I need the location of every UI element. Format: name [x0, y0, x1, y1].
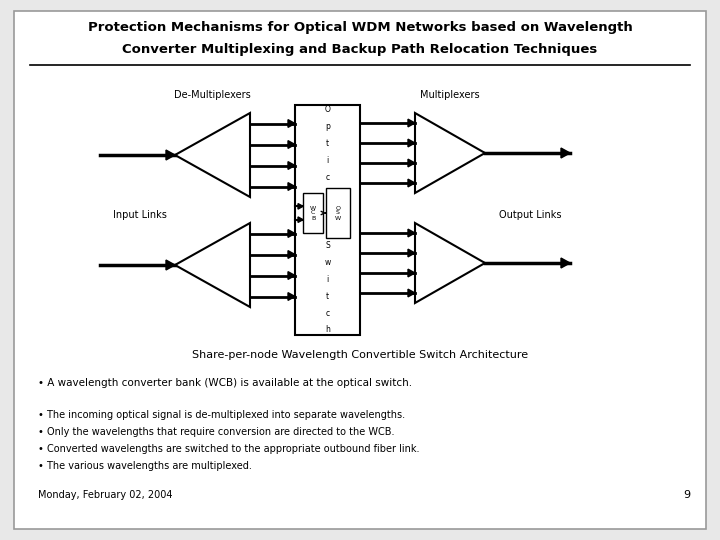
Text: l: l: [326, 207, 328, 216]
Text: O: O: [325, 105, 330, 114]
Text: • Converted wavelengths are switched to the appropriate outbound fiber link.: • Converted wavelengths are switched to …: [38, 444, 420, 454]
Text: Multiplexers: Multiplexers: [420, 90, 480, 100]
Bar: [303, 193, 323, 233]
Text: • The incoming optical signal is de-multiplexed into separate wavelengths.: • The incoming optical signal is de-mult…: [38, 410, 405, 420]
Polygon shape: [415, 113, 485, 193]
Text: S: S: [325, 241, 330, 250]
Bar: [326, 188, 350, 238]
Polygon shape: [288, 140, 295, 148]
Polygon shape: [288, 293, 295, 300]
Text: • The various wavelengths are multiplexed.: • The various wavelengths are multiplexe…: [38, 461, 252, 471]
Polygon shape: [415, 223, 485, 303]
Polygon shape: [408, 119, 415, 127]
Polygon shape: [408, 179, 415, 187]
Polygon shape: [408, 289, 415, 297]
Text: c: c: [325, 308, 330, 318]
Polygon shape: [408, 269, 415, 277]
Polygon shape: [166, 260, 175, 270]
Text: 9: 9: [683, 490, 690, 500]
Polygon shape: [408, 229, 415, 237]
Text: Converter Multiplexing and Backup Path Relocation Techniques: Converter Multiplexing and Backup Path R…: [122, 44, 598, 57]
Polygon shape: [166, 150, 175, 160]
Polygon shape: [175, 113, 250, 197]
Text: i: i: [326, 156, 328, 165]
Polygon shape: [288, 272, 295, 279]
Text: a: a: [325, 190, 330, 199]
Polygon shape: [288, 230, 295, 238]
Polygon shape: [288, 161, 295, 170]
Text: Input Links: Input Links: [113, 210, 167, 220]
Text: h: h: [325, 326, 330, 334]
Polygon shape: [288, 120, 295, 127]
Bar: [295, 105, 360, 335]
Text: • Only the wavelengths that require conversion are directed to the WCB.: • Only the wavelengths that require conv…: [38, 427, 395, 437]
Text: Output Links: Output Links: [499, 210, 562, 220]
Polygon shape: [408, 159, 415, 167]
Text: • A wavelength converter bank (WCB) is available at the optical switch.: • A wavelength converter bank (WCB) is a…: [38, 378, 412, 388]
Text: Share-per-node Wavelength Convertible Switch Architecture: Share-per-node Wavelength Convertible Sw…: [192, 350, 528, 360]
Polygon shape: [408, 249, 415, 257]
Text: i: i: [326, 275, 328, 284]
Polygon shape: [175, 223, 250, 307]
Polygon shape: [298, 217, 303, 222]
Text: W
C
B: W C B: [310, 206, 316, 220]
Text: t: t: [326, 139, 329, 148]
Text: Monday, February 02, 2004: Monday, February 02, 2004: [38, 490, 173, 500]
Polygon shape: [288, 183, 295, 191]
Text: t: t: [326, 292, 329, 301]
Polygon shape: [561, 258, 570, 268]
Text: Protection Mechanisms for Optical WDM Networks based on Wavelength: Protection Mechanisms for Optical WDM Ne…: [88, 22, 632, 35]
Text: p: p: [325, 123, 330, 131]
Text: w: w: [325, 258, 330, 267]
Text: De-Multiplexers: De-Multiplexers: [174, 90, 251, 100]
Text: c: c: [325, 173, 330, 182]
Polygon shape: [288, 251, 295, 258]
Polygon shape: [408, 139, 415, 147]
Text: O
S
W: O S W: [335, 206, 341, 220]
Polygon shape: [561, 148, 570, 158]
Polygon shape: [298, 204, 303, 209]
